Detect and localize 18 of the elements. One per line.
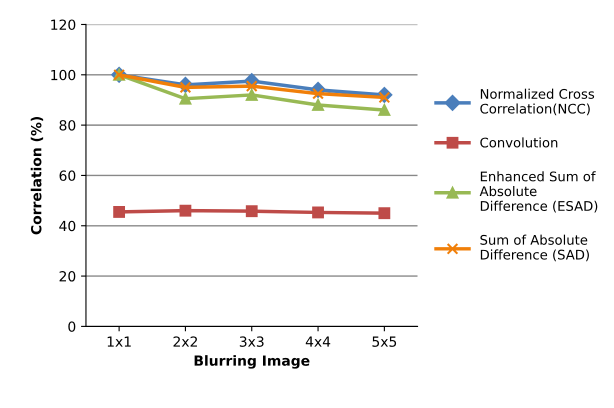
y-tick-label: 80 <box>60 120 76 131</box>
x-tick-label: 5x5 <box>372 336 396 347</box>
legend-label: Sum of Absolute Difference (SAD) <box>480 234 589 262</box>
y-tick-label: 120 <box>51 19 76 30</box>
x-tick-label: 3x3 <box>240 336 264 347</box>
y-tick-label: 100 <box>51 70 76 80</box>
y-tick-label: 60 <box>60 170 76 181</box>
x-tick-label: 4x4 <box>306 336 330 347</box>
x-tick-label: 1x1 <box>108 336 131 347</box>
y-tick-label: 40 <box>59 220 76 232</box>
y-axis-title: Correlation (%) <box>30 117 44 234</box>
legend-label: Convolution <box>480 137 558 148</box>
x-tick-label: 2x2 <box>174 336 197 347</box>
y-tick-label: 0 <box>68 321 76 332</box>
legend-label: Normalized Cross Correlation(NCC) <box>480 88 594 116</box>
y-tick-label: 20 <box>60 271 76 282</box>
legend-label: Enhanced Sum of Absolute Difference (ESAD) <box>480 171 598 213</box>
x-axis-title: Blurring Image <box>194 355 310 369</box>
